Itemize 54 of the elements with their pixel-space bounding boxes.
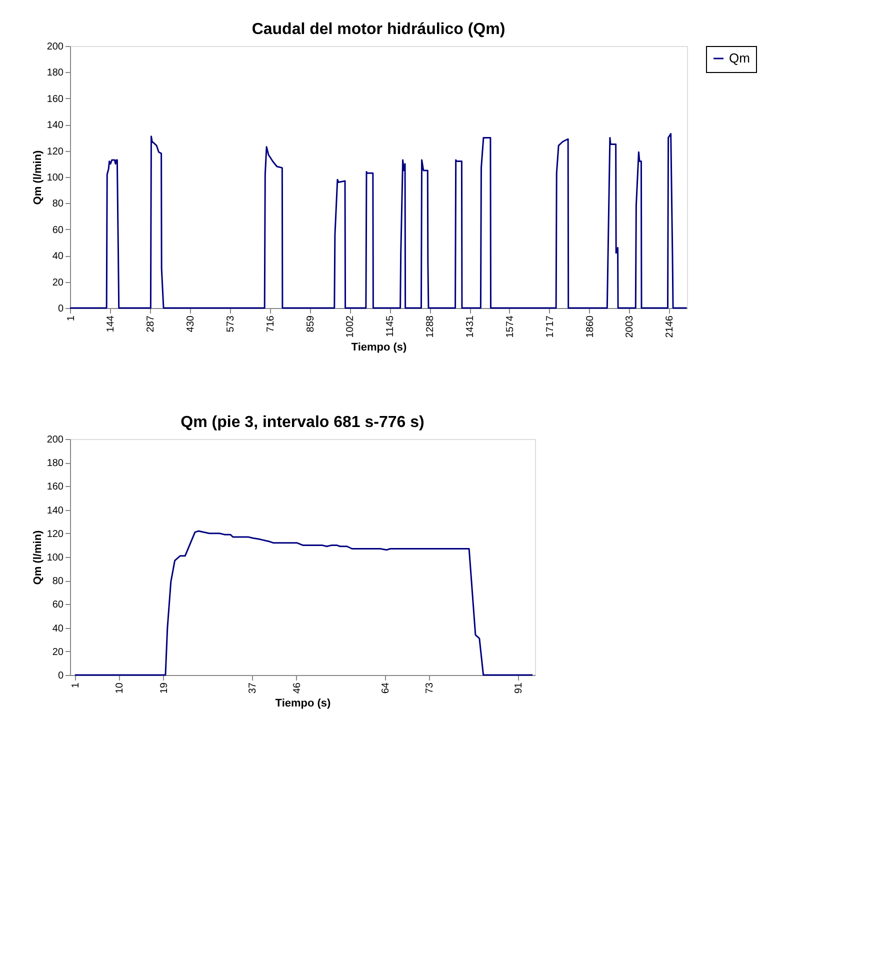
y-tick-label: 180 — [46, 68, 64, 79]
x-tick-label: 1860 — [584, 315, 596, 338]
x-tick-label: 287 — [146, 315, 157, 332]
x-tick-label: 1 — [66, 315, 77, 322]
y-tick-label: 0 — [58, 304, 64, 314]
y-tick-label: 180 — [46, 458, 64, 470]
y-tick-label: 40 — [52, 623, 64, 634]
x-tick-label: 859 — [305, 315, 316, 332]
y-tick-label: 100 — [46, 172, 64, 184]
x-tick-label: 1288 — [425, 315, 436, 338]
y-tick-label: 160 — [46, 94, 64, 105]
x-tick-label: 46 — [292, 682, 303, 694]
y-axis-title: Qm (l/min) — [32, 530, 44, 585]
y-tick-label: 200 — [46, 42, 64, 52]
y-tick-label: 60 — [52, 600, 64, 611]
x-tick-label: 1717 — [544, 315, 556, 338]
y-tick-label: 80 — [52, 198, 64, 210]
y-tick-label: 200 — [46, 434, 64, 446]
y-axis-title: Qm (l/min) — [32, 150, 44, 205]
x-tick-label: 2146 — [664, 315, 676, 338]
y-tick-label: 120 — [46, 146, 64, 158]
line-series — [74, 530, 534, 676]
x-tick-label: 64 — [380, 682, 392, 694]
y-tick-label: 0 — [58, 670, 64, 682]
x-tick-label: 144 — [106, 315, 117, 332]
y-tick-label: 140 — [46, 120, 64, 132]
x-tick-label: 430 — [186, 315, 197, 332]
x-tick-label: 1 — [70, 682, 82, 688]
x-tick-label: 91 — [513, 682, 524, 694]
x-tick-label: 1431 — [465, 315, 476, 338]
x-axis-title: Tiempo (s) — [275, 698, 332, 710]
x-tick-label: 1145 — [385, 315, 396, 338]
x-tick-label: 716 — [265, 315, 276, 332]
x-tick-label: 73 — [424, 682, 436, 694]
x-axis-title: Tiempo (s) — [351, 342, 408, 354]
y-tick-label: 20 — [52, 646, 64, 658]
y-tick-label: 80 — [52, 576, 64, 588]
y-tick-label: 100 — [46, 552, 64, 564]
x-tick-label: 1574 — [504, 315, 516, 338]
y-tick-label: 60 — [52, 224, 64, 236]
y-tick-label: 20 — [52, 277, 64, 288]
y-tick-label: 140 — [46, 505, 64, 516]
x-tick-label: 1002 — [345, 315, 356, 338]
x-tick-label: 37 — [248, 682, 259, 694]
chart-title: Qm (pie 3, intervalo 681 s-776 s) — [180, 414, 424, 431]
chart-title: Caudal del motor hidráulico (Qm) — [252, 21, 506, 38]
x-tick-label: 573 — [225, 315, 236, 332]
y-tick-label: 120 — [46, 528, 64, 540]
x-tick-label: 19 — [158, 682, 170, 694]
legend-label: Qm — [729, 50, 750, 66]
x-tick-label: 10 — [114, 682, 126, 694]
y-tick-label: 40 — [52, 251, 64, 262]
y-tick-label: 160 — [46, 482, 64, 493]
x-tick-label: 2003 — [624, 315, 636, 338]
